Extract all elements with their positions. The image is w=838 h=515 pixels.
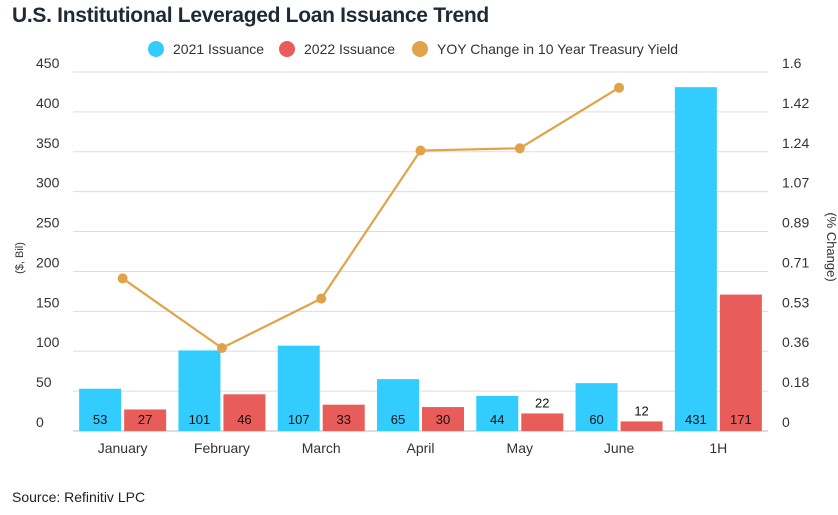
category-label: April (406, 440, 434, 456)
right-axis-ticks: 0 0.18 0.36 0.53 0.71 0.89 1.07 1.24 1.42 1.6 (782, 55, 809, 430)
data-label-2021: 60 (589, 412, 603, 427)
bar-2021 (79, 388, 122, 431)
category-labels: January February March April May June 1H (98, 440, 728, 456)
bar-2021 (674, 87, 717, 431)
legend-marker (412, 41, 428, 57)
treasury-point (614, 82, 625, 93)
y2-tick-label: 0.89 (782, 215, 809, 231)
treasury-line (117, 82, 625, 353)
left-axis-ticks: 0 50 100 150 200 250 300 350 400 450 (36, 55, 60, 430)
bar-2022 (719, 294, 762, 431)
data-label-2022: 27 (138, 412, 152, 427)
bar-2022 (124, 409, 167, 431)
data-label-2022: 171 (730, 412, 752, 427)
y-tick-label: 450 (36, 55, 60, 71)
treasury-point (216, 342, 227, 353)
y-tick-label: 0 (36, 414, 44, 430)
data-label-2021: 53 (93, 412, 107, 427)
treasury-point (514, 143, 525, 154)
bar-2022 (322, 404, 365, 431)
bar-2022 (620, 421, 663, 431)
legend-label: 2021 Issuance (173, 41, 264, 57)
data-label-2022: 46 (237, 412, 251, 427)
legend-marker (279, 41, 295, 57)
category-label: January (98, 440, 148, 456)
y-tick-label: 400 (36, 95, 60, 111)
y2-tick-label: 0.18 (782, 374, 809, 390)
legend-marker (148, 41, 164, 57)
data-label-2021: 65 (391, 412, 405, 427)
y-axis-title: ($, Bil) (14, 242, 26, 274)
category-label: March (302, 440, 341, 456)
category-label: February (194, 440, 250, 456)
y-tick-label: 350 (36, 135, 60, 151)
bar-2022 (223, 394, 266, 431)
y2-tick-label: 1.6 (782, 55, 802, 71)
data-label-2022: 33 (336, 412, 350, 427)
bar-2022 (521, 413, 564, 431)
bar-2022 (422, 407, 464, 431)
y-tick-label: 300 (36, 175, 60, 191)
y2-tick-label: 0.36 (782, 334, 809, 350)
treasury-line-path (122, 86, 620, 350)
bar-2021 (476, 395, 519, 431)
y2-tick-label: 1.24 (782, 135, 809, 151)
y-tick-label: 250 (36, 215, 60, 231)
chart-title: U.S. Institutional Leveraged Loan Issuan… (12, 4, 489, 27)
y2-axis-title: (% Change) (824, 212, 838, 281)
data-label-2021: 107 (288, 412, 310, 427)
data-label-2021: 101 (189, 412, 211, 427)
data-label-2021: 431 (685, 412, 707, 427)
data-label-2022: 22 (535, 395, 549, 410)
y-tick-label: 150 (36, 294, 60, 310)
gridlines (73, 71, 768, 432)
bar-2021 (277, 345, 320, 431)
bars: 53 27 101 46 107 33 65 30 44 22 60 12 431 171 (79, 87, 762, 431)
y2-tick-label: 1.07 (782, 175, 809, 191)
category-label: 1H (709, 440, 727, 456)
data-label-2022: 12 (634, 403, 648, 418)
data-label-2022: 30 (436, 412, 450, 427)
y-tick-label: 50 (36, 374, 52, 390)
source-note: Source: Refinitiv LPC (12, 489, 146, 505)
data-label-2021: 44 (490, 412, 504, 427)
category-label: May (507, 440, 533, 456)
treasury-point (316, 293, 327, 304)
legend-label: YOY Change in 10 Year Treasury Yield (437, 41, 678, 57)
treasury-point (415, 145, 426, 156)
bar-2021 (377, 379, 419, 431)
bar-2021 (178, 350, 221, 431)
y-tick-label: 200 (36, 254, 60, 270)
legend-label: 2022 Issuance (304, 41, 395, 57)
y2-tick-label: 0.53 (782, 294, 809, 310)
y-tick-label: 100 (36, 334, 60, 350)
y2-tick-label: 1.42 (782, 95, 809, 111)
treasury-point (117, 273, 128, 284)
y2-tick-label: 0.71 (782, 254, 809, 270)
category-label: June (604, 440, 635, 456)
legend: 2021 Issuance 2022 Issuance YOY Change in … (148, 41, 678, 57)
y2-tick-label: 0 (782, 414, 790, 430)
bar-2021 (575, 383, 618, 431)
